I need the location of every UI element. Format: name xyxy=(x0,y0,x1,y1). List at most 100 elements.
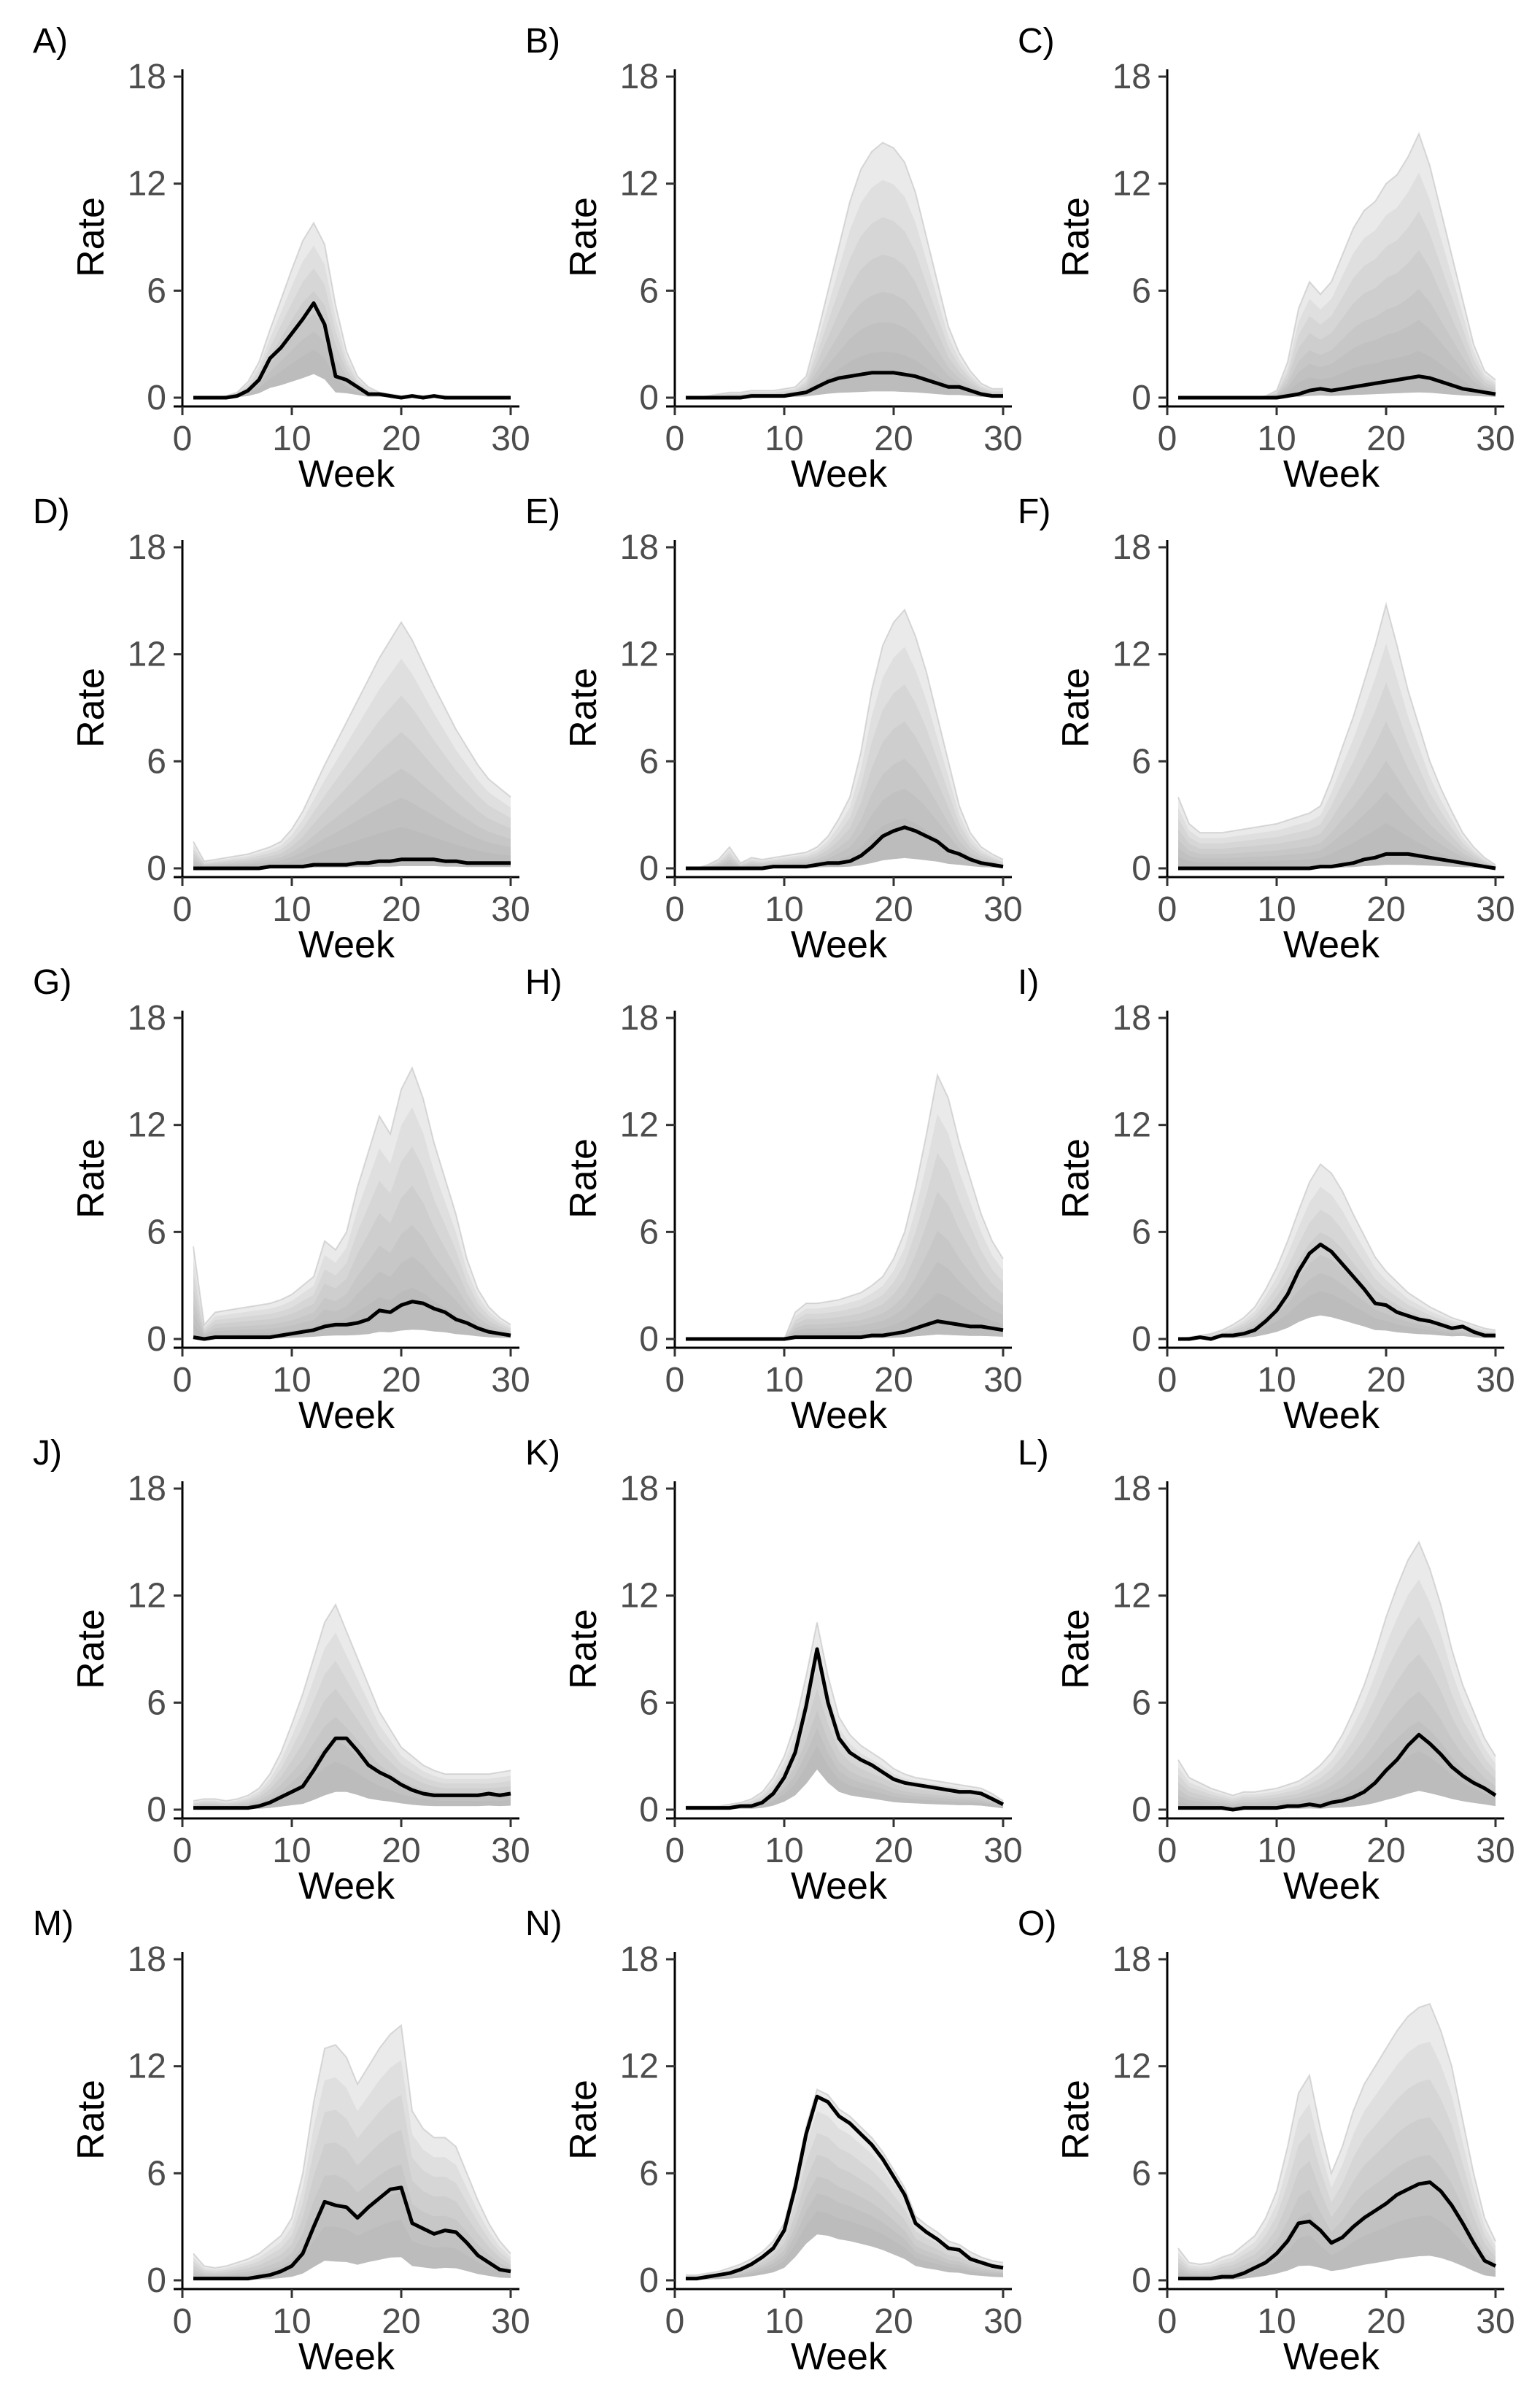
panel-label: C) xyxy=(1018,22,1055,61)
simulation-layer xyxy=(193,268,511,398)
simulation-layer xyxy=(1178,351,1496,398)
x-tick-label: 30 xyxy=(491,1361,530,1400)
simulation-layer xyxy=(1178,2041,1496,2280)
simulation-layer xyxy=(1178,682,1496,868)
mean-line xyxy=(1178,2180,1497,2281)
panel-label: O) xyxy=(1018,1905,1056,1943)
y-tick-label: 6 xyxy=(147,1683,166,1722)
simulation-layer xyxy=(1178,643,1496,868)
simulation-layer xyxy=(1178,1186,1496,1339)
y-axis-title: Rate xyxy=(562,668,605,748)
panel-b: B) 0 6 12 18 0 10 20 30 Week Rate xyxy=(525,22,1023,495)
simulation-layer xyxy=(686,2211,1003,2280)
panel-o: O) 0 6 12 18 0 10 20 30 Week Rate xyxy=(1018,1905,1515,2378)
y-tick-label: 18 xyxy=(1113,58,1151,96)
mean-points xyxy=(685,827,1004,869)
y-tick-label: 6 xyxy=(147,2154,166,2193)
x-tick-label: 20 xyxy=(1366,2302,1405,2341)
x-axis-title: Week xyxy=(1283,924,1380,966)
simulation-layer xyxy=(193,1068,511,1339)
simulation-upper-line xyxy=(1177,2002,1496,2266)
y-tick-label: 12 xyxy=(128,636,166,674)
x-tick-label: 0 xyxy=(1158,1361,1177,1400)
simulation-layer xyxy=(193,1185,511,1339)
x-axis-title: Week xyxy=(791,453,888,495)
y-tick-label: 6 xyxy=(639,1683,659,1722)
y-tick-label: 0 xyxy=(1131,2261,1151,2300)
panel-k: K) 0 6 12 18 0 10 20 30 Week Rate xyxy=(525,1434,1023,1907)
x-tick-label: 0 xyxy=(173,1832,193,1870)
y-axis-title: Rate xyxy=(70,1138,112,1219)
y-tick-label: 6 xyxy=(639,1213,659,1251)
mean-line xyxy=(686,371,1003,400)
simulation-layer xyxy=(686,1728,1003,1810)
mean-line xyxy=(193,857,511,871)
y-axis-title: Rate xyxy=(70,1609,112,1689)
mean-line xyxy=(1178,852,1496,871)
y-axis-title: Rate xyxy=(1055,668,1097,748)
x-tick-label: 30 xyxy=(983,2302,1022,2341)
panel-a: A) 0 6 12 18 0 10 20 30 Week Rate xyxy=(33,22,530,495)
panel-label: A) xyxy=(33,22,68,61)
panel-label: I) xyxy=(1018,963,1039,1002)
y-tick-label: 18 xyxy=(128,1940,166,1979)
simulation-layer xyxy=(1178,1691,1496,1810)
simulation-layer xyxy=(193,245,511,398)
y-axis-title: Rate xyxy=(562,1138,605,1219)
y-tick-label: 0 xyxy=(639,2261,659,2300)
y-tick-label: 12 xyxy=(128,2048,166,2086)
simulation-layer xyxy=(1178,1542,1496,1810)
x-tick-label: 0 xyxy=(1158,890,1177,929)
x-axis-title: Week xyxy=(1283,453,1380,495)
x-axis-title: Week xyxy=(791,1865,888,1907)
panel-label: F) xyxy=(1018,493,1051,531)
simulation-layer xyxy=(193,1660,511,1810)
x-tick-label: 10 xyxy=(272,420,311,458)
simulation-layer xyxy=(1178,721,1496,868)
x-tick-label: 20 xyxy=(382,1832,420,1870)
panel-label: K) xyxy=(525,1434,560,1473)
simulation-layer xyxy=(1178,2185,1496,2280)
y-tick-label: 0 xyxy=(1131,1320,1151,1359)
simulation-upper-line xyxy=(193,1602,511,1802)
mean-points xyxy=(193,303,511,398)
simulation-layer xyxy=(1178,134,1496,398)
y-tick-label: 12 xyxy=(620,636,659,674)
y-tick-label: 6 xyxy=(147,742,166,781)
y-tick-label: 12 xyxy=(128,1106,166,1145)
x-tick-label: 10 xyxy=(765,420,803,458)
y-tick-label: 6 xyxy=(639,2154,659,2193)
mean-points xyxy=(1177,1244,1496,1340)
simulation-layer xyxy=(686,1152,1003,1339)
simulation-band xyxy=(193,1065,511,1339)
simulation-layer xyxy=(686,758,1003,868)
y-axis-title: Rate xyxy=(562,197,605,277)
x-tick-label: 10 xyxy=(1257,890,1296,929)
simulation-layer xyxy=(686,1745,1003,1810)
simulation-layer xyxy=(686,2193,1003,2280)
panel-c: C) 0 6 12 18 0 10 20 30 Week Rate xyxy=(1018,22,1515,495)
x-tick-label: 20 xyxy=(382,890,420,929)
simulation-band xyxy=(193,620,511,868)
simulation-upper-line xyxy=(686,2088,1004,2276)
x-tick-label: 20 xyxy=(874,1361,913,1400)
x-axis-title: Week xyxy=(791,1394,888,1437)
simulation-layer xyxy=(686,1230,1003,1339)
x-axis-title: Week xyxy=(791,2336,888,2378)
x-axis-title: Week xyxy=(1283,1865,1380,1907)
simulation-upper-line xyxy=(686,608,1004,869)
simulation-layer xyxy=(1178,1653,1496,1810)
x-tick-label: 30 xyxy=(983,420,1022,458)
x-axis-title: Week xyxy=(1283,1394,1380,1437)
x-tick-label: 10 xyxy=(765,890,803,929)
x-tick-label: 20 xyxy=(1366,420,1405,458)
y-tick-label: 0 xyxy=(639,379,659,417)
y-axis-title: Rate xyxy=(1055,1609,1097,1689)
y-tick-label: 6 xyxy=(1131,2154,1151,2193)
x-tick-label: 0 xyxy=(173,1361,193,1400)
x-tick-label: 30 xyxy=(491,1832,530,1870)
y-tick-label: 0 xyxy=(1131,379,1151,417)
y-tick-label: 6 xyxy=(147,1213,166,1251)
x-tick-label: 10 xyxy=(1257,2302,1296,2341)
simulation-band xyxy=(1177,1540,1496,1810)
